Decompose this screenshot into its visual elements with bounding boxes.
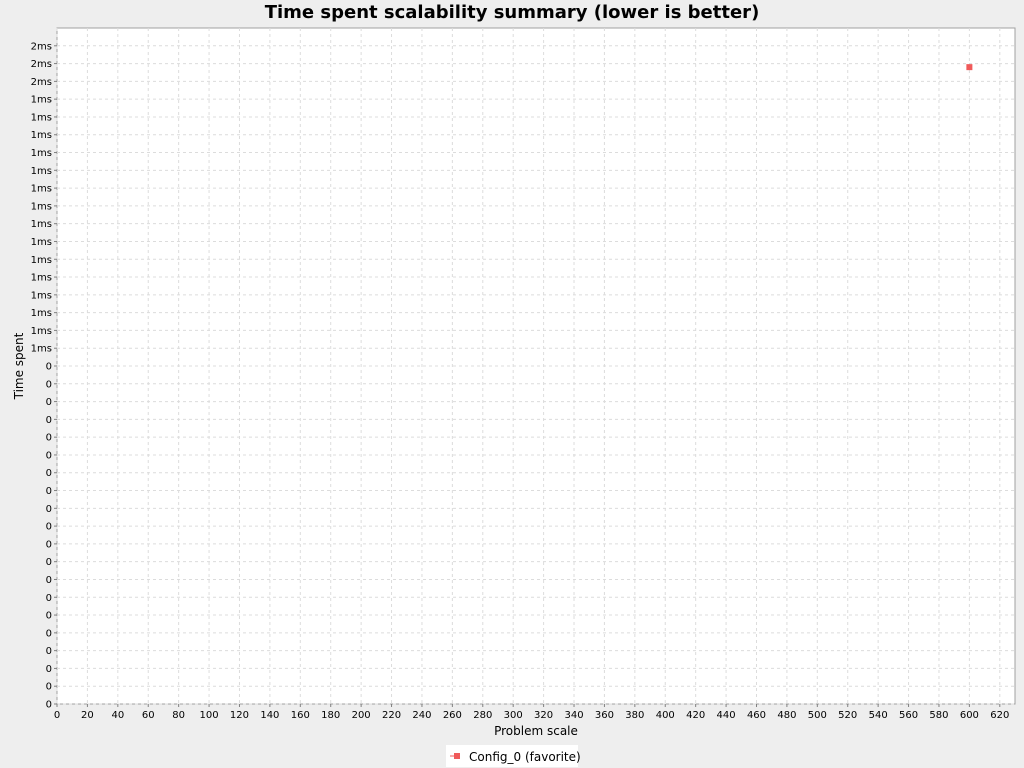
- x-tick-label: 500: [808, 710, 827, 721]
- chart-title: Time spent scalability summary (lower is…: [265, 2, 760, 23]
- x-tick-label: 0: [54, 710, 60, 721]
- y-tick-label: 1ms: [31, 344, 52, 355]
- x-tick-label: 340: [564, 710, 583, 721]
- y-tick-label: 2ms: [31, 59, 52, 70]
- x-tick-label: 560: [899, 710, 918, 721]
- y-tick-label: 0: [46, 682, 52, 693]
- x-tick-label: 100: [200, 710, 219, 721]
- x-tick-label: 460: [747, 710, 766, 721]
- legend: Config_0 (favorite): [446, 745, 581, 767]
- y-tick-label: 1ms: [31, 112, 52, 123]
- y-tick-label: 1ms: [31, 273, 52, 284]
- x-tick-label: 300: [504, 710, 523, 721]
- x-tick-label: 400: [656, 710, 675, 721]
- y-tick-label: 1ms: [31, 308, 52, 319]
- x-tick-label: 120: [230, 710, 249, 721]
- y-tick-label: 1ms: [31, 290, 52, 301]
- y-tick-label: 1ms: [31, 219, 52, 230]
- y-tick-label: 0: [46, 379, 52, 390]
- x-tick-label: 440: [717, 710, 736, 721]
- y-tick-label: 0: [46, 646, 52, 657]
- y-tick-label: 1ms: [31, 201, 52, 212]
- y-tick-label: 0: [46, 700, 52, 711]
- x-axis-label: Problem scale: [494, 724, 578, 738]
- y-tick-label: 0: [46, 397, 52, 408]
- y-tick-label: 0: [46, 628, 52, 639]
- y-tick-label: 0: [46, 450, 52, 461]
- y-tick-label: 0: [46, 415, 52, 426]
- x-tick-label: 60: [142, 710, 155, 721]
- data-points: [966, 64, 973, 71]
- y-tick-label: 2ms: [31, 41, 52, 52]
- x-tick-label: 380: [625, 710, 644, 721]
- y-tick-label: 1ms: [31, 237, 52, 248]
- y-tick-label: 0: [46, 611, 52, 622]
- x-axis-ticks: 0 20 40 60 80 100 120 140 160 180 200 220 240 260 280 3…: [54, 704, 1009, 721]
- x-tick-label: 520: [838, 710, 857, 721]
- x-tick-label: 200: [352, 710, 371, 721]
- x-tick-label: 180: [321, 710, 340, 721]
- y-tick-label: 1ms: [31, 130, 52, 141]
- y-tick-label: 1ms: [31, 95, 52, 106]
- y-tick-label: 1ms: [31, 326, 52, 337]
- x-tick-label: 600: [960, 710, 979, 721]
- x-tick-label: 420: [686, 710, 705, 721]
- x-tick-label: 40: [111, 710, 124, 721]
- grid-lines: [56, 28, 1015, 705]
- y-tick-label: 0: [46, 593, 52, 604]
- y-tick-label: 1ms: [31, 255, 52, 266]
- y-tick-label: 0: [46, 362, 52, 373]
- x-tick-label: 20: [81, 710, 94, 721]
- x-tick-label: 540: [869, 710, 888, 721]
- y-tick-label: 2ms: [31, 77, 52, 88]
- x-tick-label: 240: [412, 710, 431, 721]
- legend-marker-icon: [454, 753, 460, 759]
- plot-area: [56, 27, 1016, 705]
- y-tick-label: 0: [46, 522, 52, 533]
- x-tick-label: 360: [595, 710, 614, 721]
- x-tick-label: 80: [172, 710, 185, 721]
- x-tick-label: 620: [990, 710, 1009, 721]
- y-axis-label: Time spent: [12, 332, 26, 400]
- data-point: [966, 64, 973, 71]
- y-tick-label: 0: [46, 539, 52, 550]
- x-tick-label: 480: [777, 710, 796, 721]
- y-tick-label: 1ms: [31, 184, 52, 195]
- x-tick-label: 140: [260, 710, 279, 721]
- y-tick-label: 0: [46, 433, 52, 444]
- y-tick-label: 1ms: [31, 166, 52, 177]
- y-tick-label: 1ms: [31, 148, 52, 159]
- x-tick-label: 260: [443, 710, 462, 721]
- y-tick-label: 0: [46, 557, 52, 568]
- y-tick-label: 0: [46, 575, 52, 586]
- legend-label: Config_0 (favorite): [469, 750, 581, 764]
- x-tick-label: 280: [473, 710, 492, 721]
- y-tick-label: 0: [46, 468, 52, 479]
- y-tick-label: 0: [46, 504, 52, 515]
- y-tick-label: 0: [46, 664, 52, 675]
- legend-box: [446, 745, 578, 767]
- x-tick-label: 320: [534, 710, 553, 721]
- y-tick-label: 0: [46, 486, 52, 497]
- y-axis-ticks: 0 0 0 0 0 0 0 0 0 0 0 0 0 0 0 0 0 0 0 0 1ms 1ms 1ms 1ms 1ms 1ms 1m…: [31, 41, 57, 711]
- x-tick-label: 580: [929, 710, 948, 721]
- x-tick-label: 160: [291, 710, 310, 721]
- x-tick-label: 220: [382, 710, 401, 721]
